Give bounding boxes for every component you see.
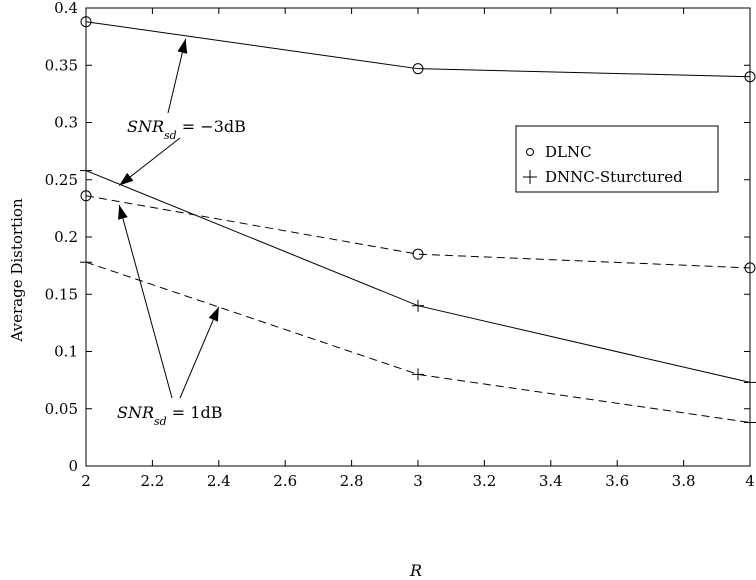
data-point-circle (412, 248, 424, 260)
legend-box (515, 125, 719, 193)
arrow-snr-1-upper (118, 204, 173, 399)
y-tick-label: 0.05 (45, 400, 78, 418)
legend-marker-dlnc (526, 148, 534, 156)
x-tick-label: 2.6 (273, 472, 297, 490)
data-point-circle (744, 71, 756, 83)
axis-ticks: 2 2.2 2.4 2.6 2.8 3 3.2 3.4 3.6 3.8 4 0 0.05 0.1 0.15 0… (45, 0, 755, 490)
annotation-snr-1-sub: sd (154, 415, 167, 428)
arrow-head (177, 38, 188, 54)
arrow-shaft (118, 204, 173, 399)
plot-frame (85, 7, 751, 467)
x-tick-label: 3.8 (672, 472, 696, 490)
x-tick-label: 2.4 (207, 472, 231, 490)
data-point-plus (80, 256, 92, 269)
annotation-snr-1: SNRsd = 1dB (117, 403, 222, 428)
data-point-plus (412, 368, 424, 381)
y-tick-label: 0.35 (45, 56, 78, 74)
x-tick-label: 3 (413, 472, 423, 490)
y-tick-label: 0.2 (54, 228, 78, 246)
data-point-plus (744, 416, 756, 429)
series-layer (80, 16, 756, 429)
plot-area-border (85, 7, 751, 467)
series-line-2 (85, 170, 751, 383)
annotation-snr-1-prefix: SNR (117, 403, 154, 422)
data-point-circle (412, 63, 424, 75)
arrow-snr-1-lower (179, 306, 220, 399)
legend: DLNC DNNC-Sturctured (515, 125, 719, 193)
x-axis-label: R (409, 561, 422, 580)
x-tick-label: 3.4 (539, 472, 563, 490)
y-tick-label: 0.15 (45, 285, 78, 303)
y-tick-label: 0.1 (54, 343, 78, 361)
x-tick-label: 3.2 (472, 472, 496, 490)
annotation-snr-minus3-prefix: SNR (127, 117, 164, 136)
annotation-arrows (118, 38, 220, 399)
arrow-shaft (179, 306, 220, 399)
y-tick-label: 0 (68, 457, 78, 475)
arrow-head (119, 172, 134, 186)
data-point-plus (744, 376, 756, 389)
legend-label-dnnc: DNNC-Sturctured (545, 168, 683, 186)
legend-label-dlnc: DLNC (545, 143, 592, 161)
x-tick-label: 2.2 (140, 472, 164, 490)
y-axis-label: Average Distortion (8, 198, 26, 343)
legend-marker-dnnc (523, 170, 537, 184)
y-tick-label: 0.4 (54, 0, 78, 17)
data-point-circle (80, 190, 92, 202)
arrow-head (208, 306, 219, 322)
arrow-snr-minus3-upper (167, 38, 188, 114)
annotation-snr-1-eq: = 1dB (167, 403, 223, 422)
series-line-0 (85, 21, 751, 78)
y-tick-label: 0.3 (54, 114, 78, 132)
annotation-snr-minus3-eq: = −3dB (177, 117, 246, 136)
arrow-snr-minus3-lower (118, 137, 181, 186)
annotation-snr-minus3-sub: sd (164, 129, 177, 142)
x-tick-label: 4 (745, 472, 755, 490)
annotation-snr-minus3: SNRsd = −3dB (127, 117, 246, 142)
y-tick-label: 0.25 (45, 171, 78, 189)
data-point-plus (412, 299, 424, 312)
data-point-circle (80, 16, 92, 28)
data-point-plus (80, 164, 92, 177)
series-line-1 (85, 195, 751, 269)
data-point-circle (744, 262, 756, 274)
arrow-head (118, 204, 128, 220)
x-tick-label: 2 (81, 472, 91, 490)
x-tick-label: 3.6 (605, 472, 629, 490)
x-tick-label: 2.8 (340, 472, 364, 490)
series-line-3 (85, 261, 751, 423)
